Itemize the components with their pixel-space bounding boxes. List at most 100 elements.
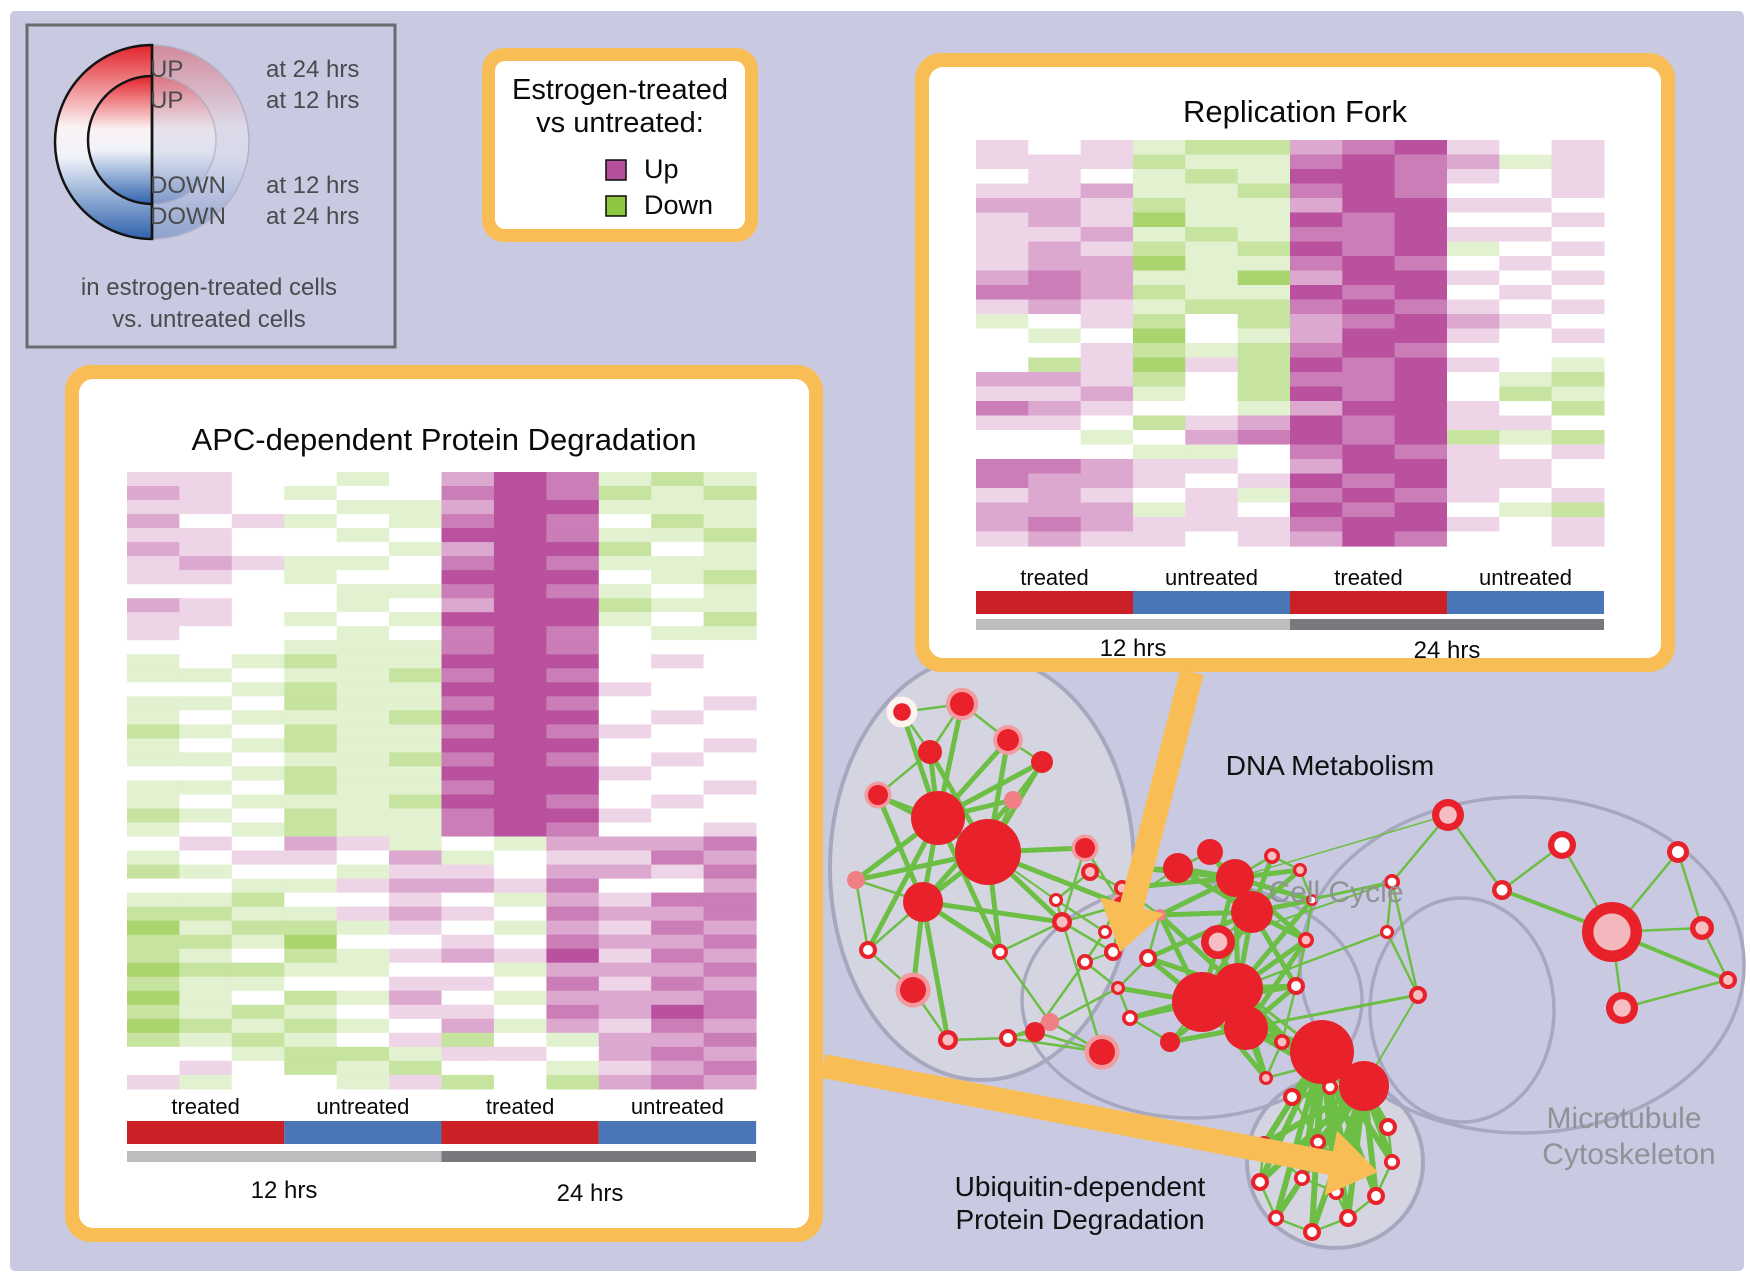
heatmap-cell	[441, 682, 495, 697]
heatmap-cell	[127, 934, 180, 950]
heatmap-cell	[598, 654, 652, 669]
heatmap-cell	[493, 906, 547, 922]
heatmap-cell	[441, 836, 495, 852]
heatmap-cell	[1342, 285, 1396, 301]
heatmap-cell	[598, 1018, 652, 1034]
heatmap-cell	[1394, 328, 1448, 344]
heatmap-cell	[1185, 517, 1239, 533]
heatmap-cell	[284, 500, 338, 515]
heatmap-cell	[546, 864, 600, 880]
heatmap-cell	[1290, 140, 1343, 156]
network-node	[999, 1029, 1017, 1047]
heatmap-cell	[179, 794, 233, 810]
heatmap-cell	[389, 724, 443, 739]
network-edge	[1280, 984, 1298, 1044]
heatmap-cell	[179, 962, 233, 978]
heatmap-cell	[1394, 314, 1448, 330]
heatmap-cell	[703, 892, 757, 908]
heatmap-cell	[1028, 140, 1082, 156]
heatmap-cell	[336, 668, 390, 683]
heatmap-cell	[598, 1032, 652, 1048]
heatmap-cell	[493, 668, 547, 683]
heatmap-cell	[1237, 488, 1291, 504]
heatmap-cell	[127, 892, 180, 908]
heatmap-cell	[336, 1018, 390, 1034]
heatmap-cell	[1133, 140, 1186, 156]
heatmap-cell	[976, 343, 1029, 359]
heatmap-cell	[389, 990, 443, 1006]
updown-row0-dir: UP	[150, 56, 183, 83]
heatmap-cell	[1342, 198, 1396, 214]
network-edge	[1244, 993, 1420, 1030]
heatmap-cell	[976, 314, 1029, 330]
network-node	[1268, 1210, 1284, 1226]
heatmap-cell	[1394, 270, 1448, 286]
heatmap-cell	[336, 682, 390, 697]
heatmap-cell	[1080, 299, 1134, 315]
apc-12hrs-label: 12 hrs	[251, 1177, 318, 1204]
heatmap-cell	[598, 976, 652, 992]
heatmap-cell	[598, 850, 652, 866]
heatmap-cell	[546, 780, 600, 795]
heatmap-cell	[1290, 270, 1343, 286]
heatmap-cell	[179, 780, 233, 795]
heatmap-cell	[1447, 430, 1500, 446]
heatmap-cell	[1447, 343, 1500, 359]
heatmap-cell	[703, 766, 757, 781]
heatmap-cell	[1290, 531, 1343, 547]
updown-row1-dir: UP	[150, 87, 183, 114]
network-node	[864, 781, 892, 809]
heatmap-cell	[1551, 444, 1605, 460]
heatmap-cell	[284, 1074, 338, 1090]
heatmap-cell	[1185, 154, 1239, 170]
heatmap-cell	[1080, 502, 1134, 518]
heatmap-cell	[1342, 328, 1396, 344]
heatmap-cell	[493, 892, 547, 908]
heatmap-cell	[1394, 212, 1448, 228]
heatmap-cell	[336, 864, 390, 880]
heatmap-cell	[231, 612, 285, 627]
repfork-panel-title: Replication Fork	[1183, 94, 1407, 129]
heatmap-cell	[284, 962, 338, 978]
heatmap-cell	[336, 752, 390, 767]
apc-heatmap	[127, 472, 757, 1090]
heatmap-cell	[1499, 140, 1553, 156]
group-label-treated-2: treated	[486, 1094, 555, 1119]
heatmap-cell	[1028, 314, 1082, 330]
heatmap-cell	[231, 570, 285, 585]
network-node	[945, 687, 979, 721]
heatmap-cell	[651, 976, 705, 992]
heatmap-cell	[546, 682, 600, 697]
heatmap-cell	[179, 654, 233, 669]
heatmap-cell	[1028, 401, 1082, 417]
heatmap-cell	[976, 227, 1029, 243]
heatmap-cell	[441, 934, 495, 950]
heatmap-cell	[1290, 488, 1343, 504]
heatmap-cell	[703, 1074, 757, 1090]
heatmap-cell	[493, 962, 547, 978]
heatmap-cell	[1342, 299, 1396, 315]
heatmap-cell	[546, 472, 600, 487]
heatmap-cell	[1080, 140, 1134, 156]
heatmap-cell	[598, 542, 652, 557]
heatmap-cell	[1499, 169, 1553, 185]
heatmap-cell	[651, 1046, 705, 1062]
heatmap-cell	[441, 808, 495, 824]
heatmap-cell	[1185, 430, 1239, 446]
heatmap-cell	[179, 738, 233, 753]
heatmap-cell	[231, 1074, 285, 1090]
heatmap-cell	[703, 976, 757, 992]
heatmap-cell	[441, 766, 495, 781]
heatmap-cell	[703, 528, 757, 543]
network-labels: DNA Metabolism Cell Cycle Microtubule Cy…	[955, 750, 1716, 1235]
heatmap-cell	[1551, 256, 1605, 272]
repfork-panel: Replication Fork treated untreated treated…	[915, 53, 1675, 672]
heatmap-cell	[336, 556, 390, 571]
heatmap-cell	[546, 640, 600, 655]
heatmap-cell	[703, 626, 757, 641]
heatmap-cell	[1237, 169, 1291, 185]
time-bar-24-hrs	[1290, 619, 1604, 630]
heatmap-cell	[389, 696, 443, 711]
heatmap-cell	[127, 766, 180, 781]
heatmap-cell	[389, 682, 443, 697]
